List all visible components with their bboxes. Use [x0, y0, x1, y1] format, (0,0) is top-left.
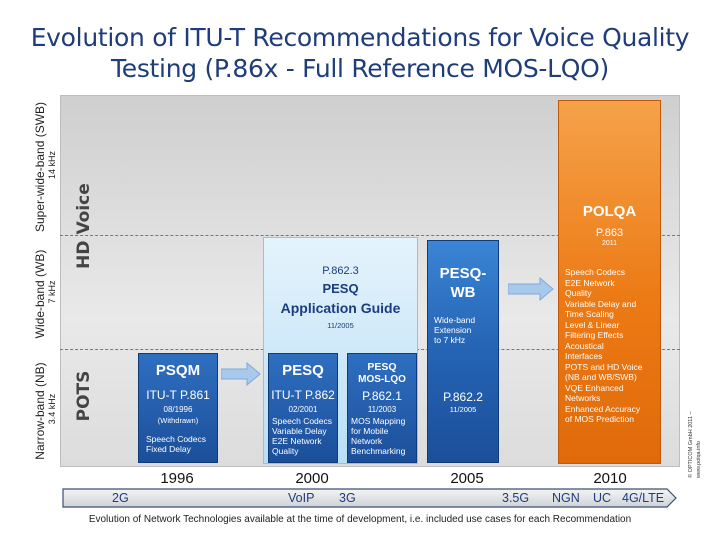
- wb-freq-label: 7 kHz: [47, 280, 57, 304]
- pesq-guide-sub: Application Guide: [280, 300, 401, 316]
- pesq-mos-name: PESQ: [367, 361, 397, 373]
- arrow-right-icon: [221, 362, 261, 386]
- polqa-name: POLQA: [582, 203, 637, 220]
- network-4g-lte: 4G/LTE: [622, 491, 665, 505]
- pesq-mos-std: P.862.1: [362, 389, 402, 403]
- psqm-note: (Withdrawn): [157, 416, 199, 425]
- swb-freq-label: 14 kHz: [47, 151, 57, 180]
- pesq-box: PESQ ITU-T P.862 02/2001 Speech Codecs V…: [268, 353, 338, 463]
- arrow-right-icon: [508, 277, 554, 301]
- psqm-box: PSQM ITU-T P.861 08/1996 (Withdrawn) Spe…: [138, 353, 218, 463]
- network-2g: 2G: [112, 491, 129, 505]
- network-timeline-arrow: [62, 488, 677, 508]
- pesq-mos-date: 11/2003: [367, 405, 397, 414]
- pesq-desc: Speech Codecs Variable Delay E2E Network…: [272, 416, 333, 456]
- year-2005: 2005: [450, 470, 484, 487]
- polqa-desc: Speech Codecs E2E Network Quality Variab…: [565, 267, 643, 424]
- polqa-date: 2011: [601, 240, 618, 247]
- network-ngn: NGN: [552, 491, 580, 505]
- network-3-5g: 3.5G: [502, 491, 530, 505]
- hd-voice-label: HD Voice: [74, 183, 94, 269]
- pesq-wb-desc: Wide-band Extension to 7 kHz: [434, 315, 476, 345]
- pesq-wb-name: PESQ-: [439, 265, 487, 282]
- pesq-std: ITU-T P.862: [271, 388, 335, 402]
- title-line-2: Testing (P.86x - Full Reference MOS-LQO): [111, 54, 609, 83]
- pesq-name: PESQ: [282, 362, 324, 379]
- copyright-line-1: © OPTICOM GmbH 2011 –: [688, 411, 694, 478]
- polqa-std: P.863: [595, 227, 624, 239]
- pesq-mos-lqo-box: PESQ MOS-LQO P.862.1 11/2003 MOS Mapping…: [347, 353, 417, 463]
- pesq-date: 02/2001: [288, 405, 318, 414]
- network-voip: VoIP: [288, 491, 315, 505]
- network-3g: 3G: [339, 491, 356, 505]
- caption: Evolution of Network Technologies availa…: [88, 514, 632, 525]
- copyright-notice: © OPTICOM GmbH 2011 – www.polqa.info: [686, 330, 708, 480]
- pesq-mos-desc: MOS Mapping for Mobile Network Benchmark…: [351, 416, 406, 456]
- polqa-box: POLQA P.863 2011 Speech Codecs E2E Netwo…: [558, 100, 661, 464]
- year-1996: 1996: [160, 470, 194, 487]
- pesq-wb-date: 11/2005: [449, 405, 477, 414]
- wb-band-label: Wide-band (WB): [33, 249, 47, 339]
- network-uc: UC: [593, 491, 612, 505]
- psqm-desc: Speech Codecs Fixed Delay: [146, 434, 207, 454]
- copyright-line-2: www.polqa.info: [696, 441, 702, 478]
- title-line-1: Evolution of ITU-T Recommendations for V…: [30, 23, 690, 52]
- pesq-guide-name: PESQ: [322, 281, 359, 296]
- psqm-date: 08/1996: [163, 405, 193, 414]
- swb-wb-divider: [60, 235, 680, 236]
- pesq-wb-std: P.862.2: [443, 390, 483, 404]
- year-2000: 2000: [295, 470, 329, 487]
- psqm-name: PSQM: [155, 362, 201, 379]
- psqm-std: ITU-T P.861: [146, 388, 210, 402]
- pesq-wb-name2: WB: [450, 284, 476, 301]
- nb-band-label: Narrow-band (NB): [33, 362, 47, 460]
- year-2010: 2010: [593, 470, 627, 487]
- pots-label: POTS: [74, 370, 94, 422]
- nb-freq-label: 3.4 kHz: [47, 393, 57, 425]
- swb-band-label: Super-wide-band (SWB): [33, 101, 47, 232]
- pesq-wb-box: PESQ- WB Wide-band Extension to 7 kHz P.…: [427, 240, 499, 463]
- pesq-guide-date: 11/2005: [327, 321, 354, 330]
- page-title: Evolution of ITU-T Recommendations for V…: [0, 22, 720, 84]
- pesq-guide-std: P.862.3: [322, 265, 359, 277]
- pesq-mos-sub: MOS-LQO: [358, 374, 406, 385]
